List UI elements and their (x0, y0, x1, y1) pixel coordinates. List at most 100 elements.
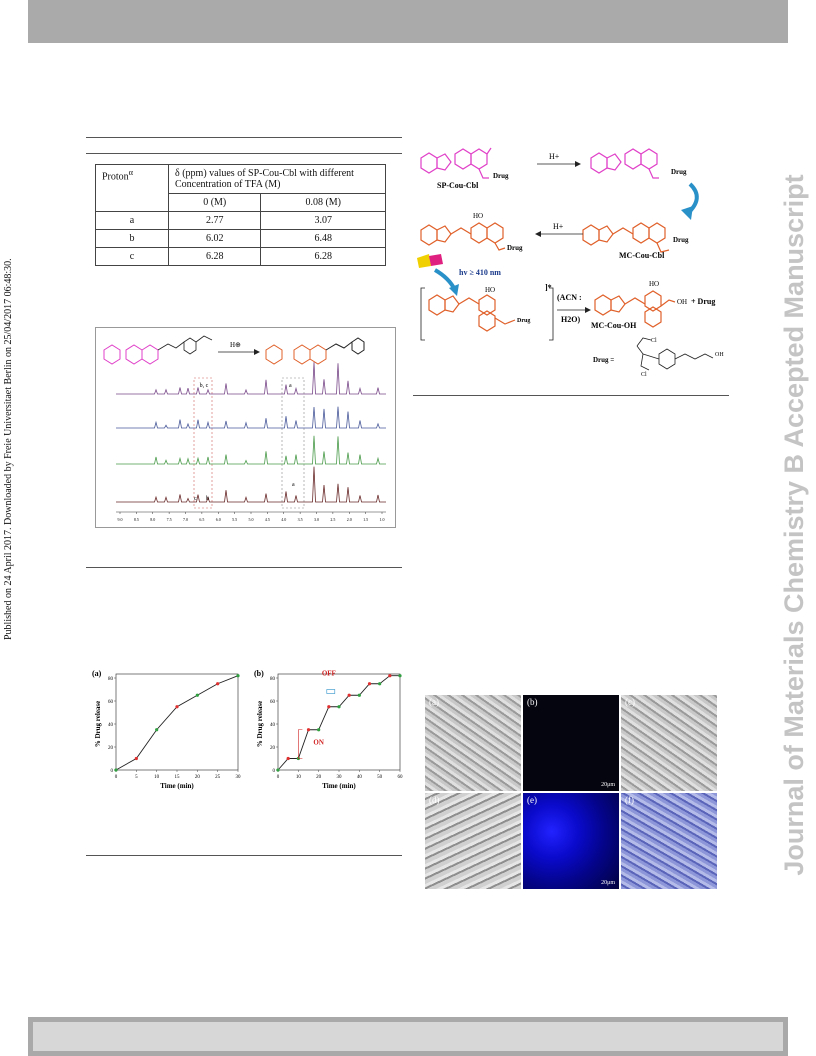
light-icon (429, 254, 443, 266)
spectrum-tick-label: 5.0 (249, 517, 254, 522)
data-point (327, 705, 331, 709)
release-line (115, 675, 239, 771)
nmr-spectrum-svg: H⊕ b, c a a c b 9.0 8.5 8.0 7.5 7.0 6.5 6.0 5.5… (103, 335, 386, 522)
x-tick-label: 25 (215, 775, 221, 780)
x-tick-label: 10 (154, 775, 160, 780)
micrograph-f: (f) (621, 793, 717, 889)
micrograph-a: (a) (425, 695, 521, 791)
data-point (134, 756, 138, 761)
mc-protonated-structure (420, 222, 506, 251)
spectrum-tick-label: 9.0 (118, 517, 123, 522)
drug-structure-thumb (157, 335, 213, 355)
mc-label: MC-Cou-Cbl (619, 251, 665, 260)
chart-frame (277, 673, 401, 771)
peak-label: b, c (200, 383, 209, 389)
peak-label: a (289, 383, 292, 389)
spectrum-tick-label: 4.0 (281, 517, 286, 522)
spectrum-axis: 9.0 8.5 8.0 7.5 7.0 6.5 6.0 5.5 5.0 4.5 4.0 3.5 3.0 2… (116, 511, 386, 522)
y-axis-label: % Drug release (256, 701, 264, 748)
spectrum-tick-label: 5.5 (232, 517, 237, 522)
y-tick-label: 60 (108, 700, 114, 705)
peak-label: a (292, 482, 295, 488)
panel-label: (e) (527, 795, 537, 805)
spectrum-traces (116, 362, 386, 503)
arrowhead-h1 (575, 161, 581, 167)
oh-label: OH (715, 352, 724, 358)
photo-arrowhead (449, 284, 459, 296)
spectrum-trace (116, 435, 386, 465)
spectrum-tick-label: 3.5 (298, 517, 303, 522)
peak-label: c (194, 496, 197, 502)
drug-label: Drug (507, 244, 523, 252)
data-point (276, 768, 280, 772)
table-subheader: 0.08 (M) (260, 193, 386, 212)
bracket-left (420, 287, 425, 341)
annotation-off: OFF (322, 670, 336, 678)
sp-cou-cbl-structure (420, 147, 492, 179)
y-tick-label: 40 (270, 723, 276, 728)
spectrum-tick-label: 2.0 (347, 517, 352, 522)
table-cell: c (95, 247, 169, 266)
release-line (277, 675, 400, 771)
spectrum-tick-label: 2.5 (330, 517, 335, 522)
panel-label: (d) (429, 795, 440, 805)
release-chart-b: (b) 0 10 20 30 40 50 60 0 20 40 60 80 Time (min) % Dru… (252, 664, 407, 794)
sp-protonated-structure (590, 148, 659, 179)
cl-label: Cl (641, 372, 647, 378)
peak-box-bc (193, 377, 213, 509)
y-tick-label: 80 (108, 677, 114, 682)
x-tick-label: 30 (337, 775, 343, 780)
drug-label: Drug (517, 318, 530, 324)
off-marker (326, 689, 336, 694)
journal-watermark: Journal of Materials Chemistry B Accepte… (779, 174, 809, 876)
micrograph-d: (d) (425, 793, 521, 889)
arrowhead-h2 (535, 231, 541, 237)
table-cell: 6.02 (167, 229, 262, 248)
spectrum-tick-label: 1.5 (363, 517, 368, 522)
mc-cou-cbl-structure (582, 222, 670, 253)
mc-cou-oh-structure (594, 290, 676, 328)
drug-label: Drug (493, 172, 509, 180)
data-point (388, 674, 392, 678)
data-point (286, 756, 290, 761)
y-tick-label: 0 (111, 769, 114, 774)
rule-spectrum-bottom (86, 567, 402, 568)
spectrum-tick-label: 8.0 (150, 517, 155, 522)
y-tick-label: 80 (270, 677, 276, 682)
ho-label: HO (485, 286, 495, 294)
rule-table-sub (86, 153, 402, 154)
data-point (337, 705, 341, 709)
publication-note: Published on 24 April 2017. Downloaded b… (3, 258, 14, 640)
y-axis-label: % Drug release (94, 701, 102, 748)
x-tick-label: 20 (316, 775, 322, 780)
drug-label: Drug (673, 236, 689, 244)
y-tick-label: 60 (270, 700, 276, 705)
sp-structure-thumb (103, 344, 159, 365)
release-chart-b-svg: (b) 0 10 20 30 40 50 60 0 20 40 60 80 Time (min) % Dru… (254, 669, 403, 790)
ring-opening-arrowhead (681, 206, 693, 220)
page-footer-bar (28, 1017, 788, 1056)
x-tick-label: 50 (377, 775, 383, 780)
arrowhead-release (585, 307, 591, 313)
nmr-spectrum-figure: H⊕ b, c a a c b 9.0 8.5 8.0 7.5 7.0 6.5 6.0 5.5… (95, 327, 396, 528)
spectrum-tick-label: 1.0 (380, 517, 385, 522)
micrograph-b: (b) 20μm (523, 695, 619, 791)
panel-label: (f) (625, 795, 634, 805)
mc-structure-thumb (265, 337, 365, 365)
panel-label: (b) (527, 697, 538, 707)
drug-label: Drug (671, 168, 687, 176)
spectrum-tick-label: 7.0 (183, 517, 188, 522)
chart-panel-label: (a) (92, 669, 102, 678)
micrograph-c: (c) (621, 695, 717, 791)
chart-panel-label: (b) (254, 669, 264, 678)
spectrum-tick-label: 6.5 (199, 517, 204, 522)
spectrum-tick-label: 8.5 (134, 517, 139, 522)
peak-label: b (206, 496, 209, 502)
reaction-scheme: Drug SP-Cou-Cbl H+ Drug Drug MC-Cou-Cbl (415, 140, 735, 380)
table-row: c 6.28 6.28 (95, 247, 386, 266)
data-point (357, 693, 361, 697)
spectrum-tick-label: 4.5 (265, 517, 270, 522)
sp-label: SP-Cou-Cbl (437, 181, 479, 190)
annotation-on: ON (313, 739, 324, 747)
mcoh-label: MC-Cou-OH (591, 321, 637, 330)
